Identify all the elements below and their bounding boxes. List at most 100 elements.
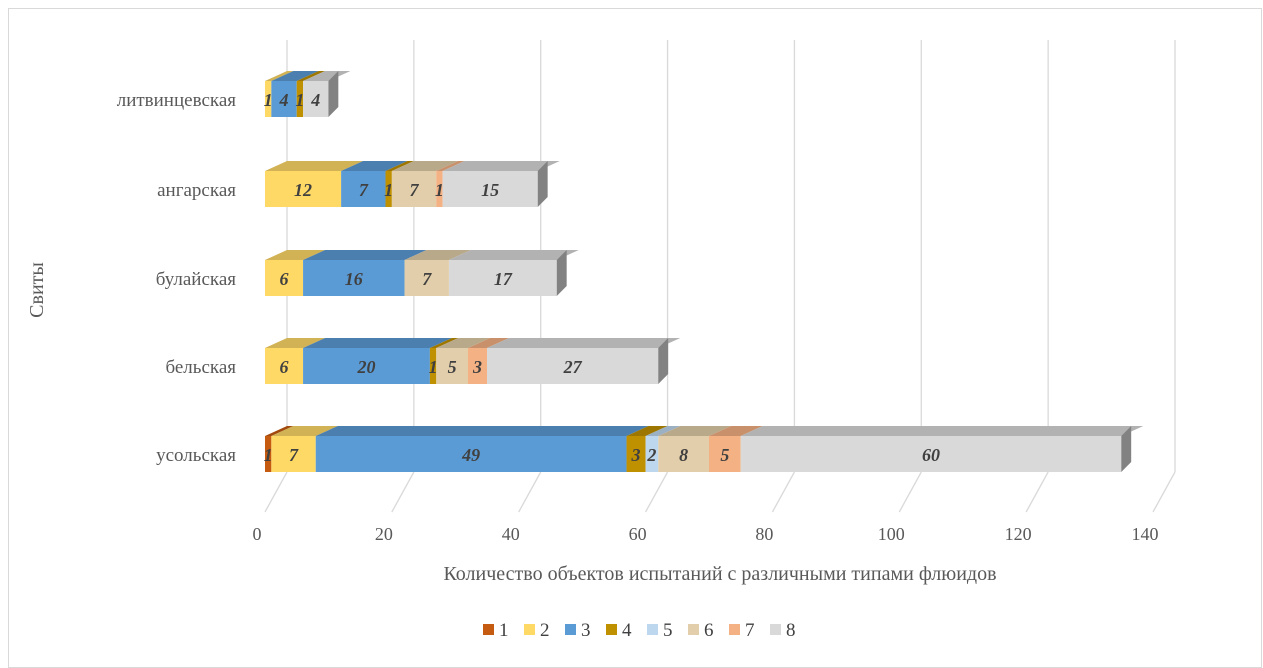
bar-segment [265,338,326,384]
legend-swatch [729,624,740,635]
data-label: 3 [631,445,641,465]
bar-segment [436,161,465,207]
bar-front-face [626,436,646,472]
data-label: 8 [679,445,688,465]
legend-item: 4 [606,620,632,641]
data-label: 1 [264,445,273,465]
bar-front-face [645,436,659,472]
bar-front-face [436,171,443,207]
bar-top-face [442,161,560,171]
bars-layer [265,71,1144,472]
legend-item: 1 [483,620,509,641]
bar-front-face [487,348,659,384]
data-label: 1 [295,90,304,110]
bar-front-face [341,171,386,207]
bar-segment [391,161,459,207]
data-label: 6 [280,357,289,377]
bar-top-face [385,161,414,171]
legend-label: 1 [499,620,509,641]
bar-front-face [303,81,329,117]
bar-segment [645,426,681,472]
legend-item: 6 [688,620,714,641]
bar-top-face [315,426,649,436]
data-label: 1 [264,90,273,110]
y-category-label: усольская [156,445,236,466]
data-label: 5 [448,357,457,377]
bar-front-face [303,348,430,384]
legend-swatch [688,624,699,635]
bar-top-face [626,426,668,436]
bar-front-face [271,436,316,472]
legend-swatch [565,624,576,635]
legend-swatch [647,624,658,635]
data-label: 4 [279,90,289,110]
x-tick-label: 100 [878,524,905,544]
axis-layer: Количество объектов испытаний с различны… [26,90,1159,585]
bar-top-face [645,426,681,436]
x-tick-label: 80 [755,524,773,544]
legend-label: 8 [786,620,796,641]
bar-top-face [271,426,338,436]
y-category-label: ангарская [157,180,236,201]
bar-side-face [537,161,548,207]
bar-front-face [658,436,709,472]
legend-item: 3 [565,620,591,641]
bar-segment [271,426,338,472]
data-label: 1 [435,180,444,200]
data-label: 5 [720,445,729,465]
bar-side-face [1121,426,1132,472]
legend-label: 2 [540,620,550,641]
data-label: 7 [359,180,369,200]
bar-segment [265,71,294,117]
bar-top-face [265,426,294,436]
bar-front-face [436,348,468,384]
legend-label: 3 [581,620,591,641]
bar-front-face [429,348,437,384]
bar-side-face [658,338,669,384]
floor-line [391,471,415,513]
legend-item: 7 [729,620,755,641]
bar-segment [442,161,560,207]
legend-item: 8 [770,620,796,641]
bar-top-face [265,250,326,260]
bar-top-face [709,426,763,436]
data-label: 12 [294,180,312,200]
bar-front-face [709,436,741,472]
bar-front-face [265,348,304,384]
bar-top-face [436,161,465,171]
bar-front-face [265,171,342,207]
bar-front-face [265,260,304,296]
grid-layer [264,40,1176,513]
bar-segment [341,161,408,207]
floor-line [518,471,542,513]
bar-segment [487,338,681,384]
data-label: 27 [563,357,583,377]
bar-front-face [271,81,297,117]
bar-top-face [429,338,459,348]
bar-front-face [303,260,405,296]
bar-top-face [436,338,490,348]
data-label: 15 [481,180,499,200]
x-tick-label: 20 [375,524,393,544]
bar-top-face [341,161,408,171]
bar-top-face [467,338,509,348]
legend-item: 2 [524,620,550,641]
bar-segment [303,250,427,296]
bar-front-face [404,260,449,296]
bar-front-face [740,436,1122,472]
bar-segment [265,426,294,472]
bar-top-face [265,71,294,81]
floor-line [645,471,669,513]
x-axis-title: Количество объектов испытаний с различны… [443,563,996,585]
chart-root: 1 4 1 4 12 7 1 7 1 15 6 16 7 17 6 20 1 5 3 27 1 7 49 3 2 8 5 60 Кол… [8,8,1262,668]
bar-segment [467,338,509,384]
labels-layer: 1 4 1 412 7 1 7 1 156 16 7 176 20 1 5 3 271 7 49 3 2 8 5 60 [264,90,940,465]
floor-line [1025,471,1049,513]
legend-label: 7 [745,620,755,641]
bar-segment [404,250,471,296]
bar-side-face [556,250,567,296]
floor-line [264,471,288,513]
bar-top-face [265,338,326,348]
bar-top-face [740,426,1144,436]
bar-segment [303,71,351,117]
